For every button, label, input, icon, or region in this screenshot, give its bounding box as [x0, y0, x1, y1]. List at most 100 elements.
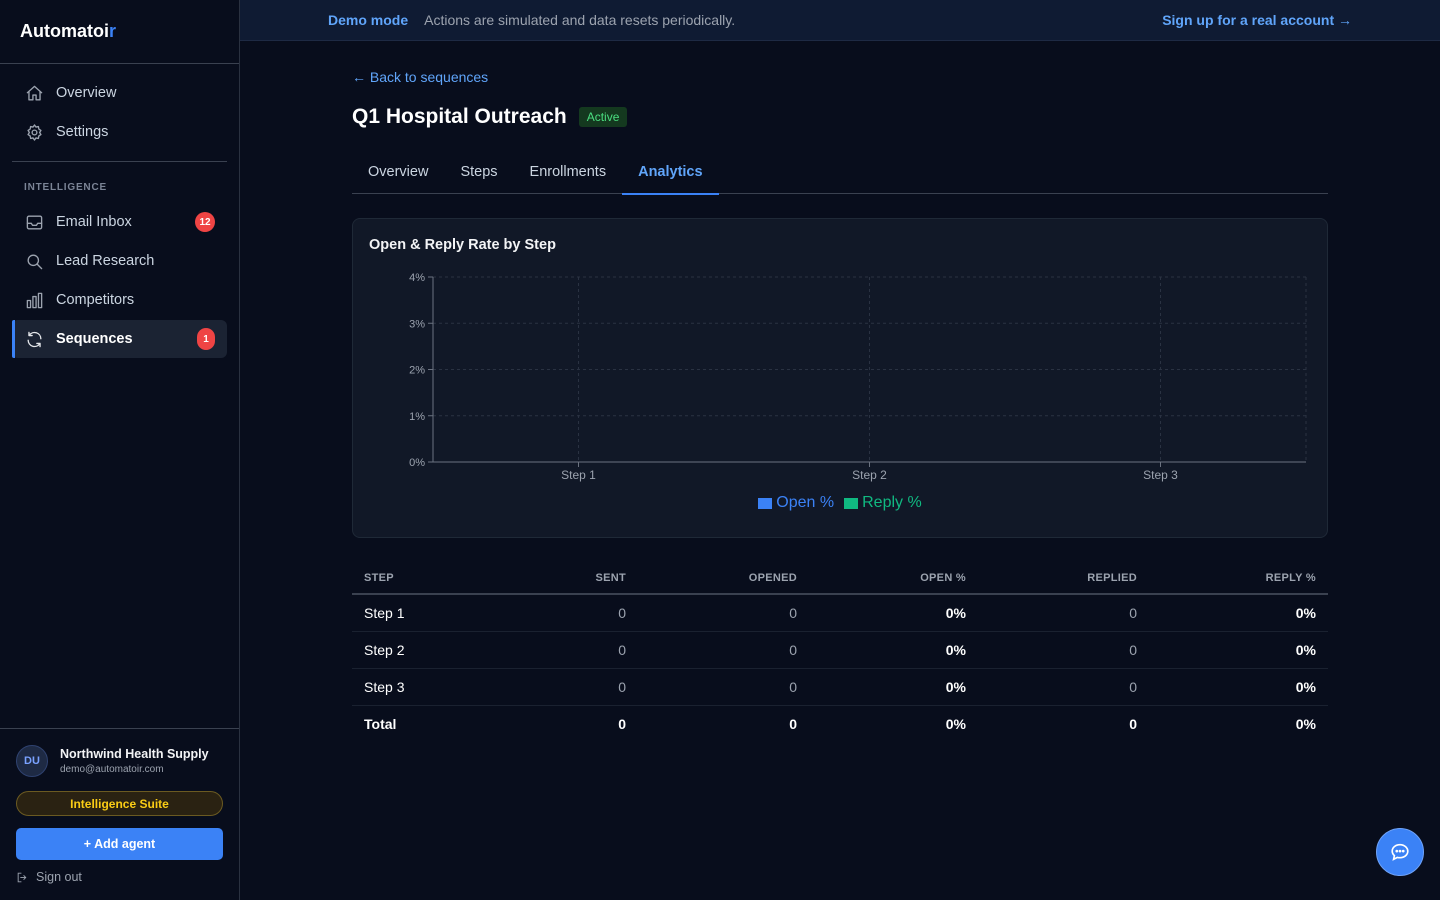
cell-open-rate: 0% — [809, 668, 978, 706]
legend-label-open: Open % — [776, 494, 835, 511]
home-icon — [24, 83, 44, 103]
chart-card: Open & Reply Rate by Step 0% 1% 2% 3% 4% Step… — [352, 218, 1328, 538]
cell-replied: 0 — [978, 594, 1149, 632]
tab-analytics[interactable]: Analytics — [622, 154, 720, 195]
sidebar: Automatoir Overview Settings INTELLIGENC… — [0, 0, 240, 900]
sequence-count-badge: 1 — [197, 328, 215, 350]
table-row: Step 1 0 0 0% 0 0% — [352, 594, 1328, 632]
brand-logo[interactable]: Automatoir — [0, 0, 239, 64]
bar-chart-icon — [24, 290, 44, 310]
sidebar-item-label: Competitors — [56, 292, 135, 308]
sidebar-item-label: Lead Research — [56, 253, 155, 269]
status-badge: Active — [578, 107, 628, 127]
nav-intelligence: Email Inbox 12 Lead Research Competitors… — [0, 199, 239, 358]
legend-swatch-reply — [844, 497, 859, 509]
legend-swatch-open — [758, 497, 773, 509]
x-tick-label: Step 2 — [852, 468, 887, 482]
cell-reply-rate: 0% — [1149, 668, 1328, 706]
sidebar-item-settings[interactable]: Settings — [12, 113, 227, 151]
sidebar-item-label: Settings — [56, 124, 109, 140]
chat-button[interactable] — [1376, 828, 1424, 876]
cell-replied: 0 — [978, 631, 1149, 669]
nav-divider — [12, 161, 227, 162]
step-stats-table: STEP SENT OPENED OPEN % REPLIED REPLY % … — [352, 562, 1328, 742]
y-tick-label: 4% — [409, 272, 425, 284]
cell-opened: 0 — [638, 668, 809, 706]
avatar: DU — [16, 745, 48, 777]
cell-step: Step 1 — [352, 594, 502, 632]
cell-sent: 0 — [502, 631, 638, 669]
cell-sent: 0 — [502, 668, 638, 706]
cell-reply-rate: 0% — [1149, 594, 1328, 632]
nav-top: Overview Settings — [0, 64, 239, 151]
x-tick-label: Step 3 — [1143, 468, 1178, 482]
plan-badge[interactable]: Intelligence Suite — [16, 791, 223, 816]
tab-enrollments[interactable]: Enrollments — [529, 164, 607, 180]
bar-chart: 0% 1% 2% 3% 4% Step 1 Step 2 Step 3 — [409, 272, 1307, 482]
title-row: Q1 Hospital Outreach Active — [352, 105, 628, 129]
user-email: demo@automatoir.com — [60, 764, 164, 775]
column-header: REPLY % — [1149, 562, 1328, 595]
cell-total-reply-rate: 0% — [1295, 715, 1316, 732]
column-header: REPLIED — [978, 562, 1149, 595]
y-tick-label: 3% — [409, 318, 425, 330]
sidebar-item-sequences[interactable]: Sequences 1 — [12, 320, 227, 358]
search-icon — [24, 251, 44, 271]
chart-title: Open & Reply Rate by Step — [369, 237, 556, 253]
y-tick-label: 0% — [409, 457, 425, 469]
cell-total-label: Total — [364, 715, 397, 732]
signup-link[interactable]: Sign up for a real account → — [1162, 12, 1352, 28]
sign-out-label: Sign out — [36, 870, 82, 884]
brand-accent: r — [109, 21, 117, 41]
legend-label-reply: Reply % — [862, 494, 922, 511]
legend-item-reply[interactable]: Reply % — [844, 494, 922, 512]
refresh-icon — [24, 329, 44, 349]
gear-icon — [24, 122, 44, 142]
table-total-row: Total 0 0 0% 0 0% — [352, 705, 1328, 742]
sidebar-item-overview[interactable]: Overview — [12, 74, 227, 112]
cell-open-rate: 0% — [809, 594, 978, 632]
sign-out-button[interactable]: Sign out — [16, 870, 223, 884]
sidebar-item-email-inbox[interactable]: Email Inbox 12 — [12, 203, 227, 241]
legend-item-open[interactable]: Open % — [758, 494, 834, 512]
cell-total-opened: 0 — [789, 715, 797, 732]
chart-legend: Open % Reply % — [353, 494, 1327, 512]
cell-total-sent: 0 — [618, 715, 626, 732]
table-row: Step 2 0 0 0% 0 0% — [352, 631, 1328, 669]
cell-total-replied: 0 — [1129, 715, 1137, 732]
column-header: OPEN % — [809, 562, 978, 595]
cell-reply-rate: 0% — [1149, 631, 1328, 669]
cell-open-rate: 0% — [809, 631, 978, 669]
section-label: INTELLIGENCE — [24, 182, 107, 193]
cell-total-open-rate: 0% — [945, 715, 966, 732]
sidebar-item-label: Email Inbox — [56, 214, 132, 230]
back-to-sequences-link[interactable]: ← Back to sequences — [352, 69, 489, 85]
add-agent-button[interactable]: + Add agent — [16, 828, 223, 860]
x-tick-label: Step 1 — [561, 468, 596, 482]
cell-sent: 0 — [502, 594, 638, 632]
tab-overview[interactable]: Overview — [368, 164, 429, 180]
y-tick-label: 2% — [409, 365, 425, 377]
column-header: STEP — [352, 562, 502, 595]
chat-bubble-icon — [1391, 843, 1409, 861]
table-header-row: STEP SENT OPENED OPEN % REPLIED REPLY % — [352, 562, 1328, 595]
brand-name: Automatoi — [20, 21, 109, 41]
tab-bar: Overview Steps Enrollments Analytics — [352, 154, 1328, 195]
sign-out-icon — [17, 872, 27, 882]
sidebar-item-label: Sequences — [56, 331, 133, 347]
cell-replied: 0 — [978, 668, 1149, 706]
user-profile[interactable]: DU Northwind Health Supply demo@automato… — [16, 745, 223, 777]
cell-step: Step 2 — [352, 631, 502, 669]
sidebar-footer: DU Northwind Health Supply demo@automato… — [0, 728, 239, 900]
sidebar-item-lead-research[interactable]: Lead Research — [12, 242, 227, 280]
y-tick-label: 1% — [409, 411, 425, 423]
tab-steps[interactable]: Steps — [460, 164, 498, 180]
demo-message: Actions are simulated and data resets pe… — [424, 12, 736, 28]
cell-opened: 0 — [638, 594, 809, 632]
sidebar-item-label: Overview — [56, 85, 117, 101]
column-header: OPENED — [638, 562, 809, 595]
column-header: SENT — [502, 562, 638, 595]
sidebar-item-competitors[interactable]: Competitors — [12, 281, 227, 319]
cell-step: Step 3 — [352, 668, 502, 706]
table-row: Step 3 0 0 0% 0 0% — [352, 668, 1328, 706]
